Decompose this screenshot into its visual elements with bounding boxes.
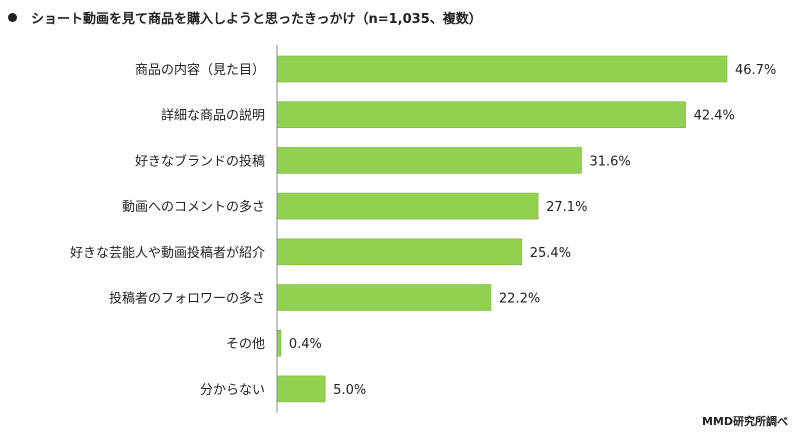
category-label: その他	[226, 337, 265, 352]
value-label: 46.7%	[735, 63, 776, 78]
source-credit: MMD研究所調べ	[701, 415, 788, 428]
bar	[276, 192, 539, 220]
bar	[276, 55, 728, 83]
chart-title-text: ショート動画を見て商品を購入しようと思ったきっかけ（n=1,035、複数）	[31, 12, 482, 27]
value-label: 31.6%	[589, 154, 630, 169]
bar	[276, 238, 523, 266]
bar	[276, 329, 282, 357]
bar	[276, 375, 326, 403]
category-label: 商品の内容（見た目）	[135, 62, 265, 78]
bar	[276, 101, 686, 128]
value-label: 25.4%	[530, 246, 571, 261]
value-label: 5.0%	[333, 383, 366, 398]
category-label: 詳細な商品の説明	[161, 108, 265, 124]
category-label: 好きな芸能人や動画投稿者が紹介	[70, 245, 265, 261]
category-label: 投稿者のフォロワーの多さ	[109, 291, 265, 307]
category-label: 好きなブランドの投稿	[135, 153, 265, 169]
bar	[276, 284, 492, 311]
value-label: 27.1%	[546, 200, 587, 215]
value-label: 22.2%	[499, 292, 540, 307]
value-label: 0.4%	[289, 337, 322, 352]
category-label: 分からない	[200, 383, 265, 398]
category-label: 動画へのコメントの多さ	[122, 199, 265, 215]
bar	[276, 147, 582, 174]
title-bullet-icon	[8, 13, 17, 22]
value-label: 42.4%	[694, 109, 735, 124]
chart-title: ショート動画を見て商品を購入しようと思ったきっかけ（n=1,035、複数）	[8, 8, 482, 27]
